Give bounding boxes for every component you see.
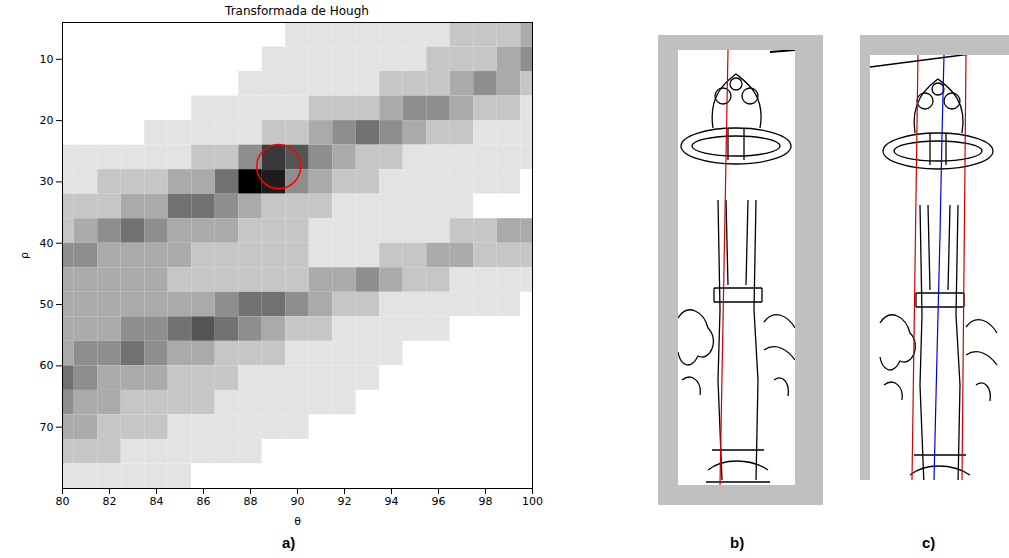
- svg-text:100: 100: [522, 495, 543, 508]
- svg-text:90: 90: [291, 495, 305, 508]
- svg-text:84: 84: [150, 495, 164, 508]
- svg-text:50: 50: [40, 298, 54, 311]
- svg-text:94: 94: [385, 495, 399, 508]
- html-text:b): b): [730, 534, 745, 551]
- svg-text:92: 92: [338, 495, 352, 508]
- html-text:Transformada de Hough: Transformada de Hough: [225, 4, 369, 18]
- svg-text:20: 20: [40, 114, 54, 127]
- svg-text:80: 80: [56, 495, 70, 508]
- svg-text:70: 70: [40, 421, 54, 434]
- html-text:a): a): [282, 534, 296, 551]
- html-text:c): c): [922, 534, 936, 551]
- svg-text:30: 30: [40, 175, 54, 188]
- svg-text:40: 40: [40, 237, 54, 250]
- svg-text:88: 88: [244, 495, 258, 508]
- svg-text:98: 98: [479, 495, 493, 508]
- svg-text:θ: θ: [294, 515, 301, 528]
- svg-text:ρ: ρ: [18, 252, 31, 259]
- svg-text:86: 86: [197, 495, 211, 508]
- svg-text:10: 10: [40, 53, 54, 66]
- svg-text:82: 82: [103, 495, 117, 508]
- svg-text:60: 60: [40, 359, 54, 372]
- svg-text:96: 96: [432, 495, 446, 508]
